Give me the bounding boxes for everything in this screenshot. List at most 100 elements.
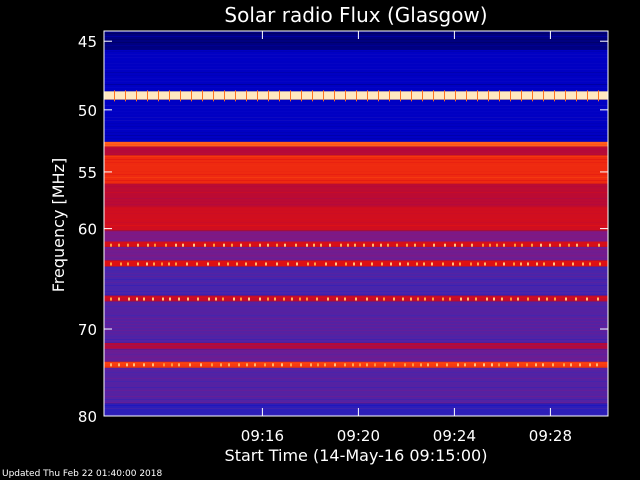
channel-streak <box>104 60 608 61</box>
bright-line-spike <box>422 90 423 102</box>
interference-dash <box>264 363 266 367</box>
interference-dash <box>340 243 342 247</box>
bright-line-spike <box>290 90 291 102</box>
bright-line-spike <box>576 90 577 102</box>
channel-streak <box>104 327 608 328</box>
interference-dash <box>272 363 274 367</box>
interference-dash <box>431 262 433 266</box>
interference-dash <box>459 262 461 266</box>
interference-dash <box>452 262 454 266</box>
interference-dash <box>133 363 135 367</box>
interference-dash <box>427 363 429 367</box>
channel-streak <box>104 153 608 154</box>
interference-dash <box>589 262 591 266</box>
channel-streak <box>104 288 608 289</box>
bright-line-spike <box>554 90 555 102</box>
interference-dash <box>228 363 230 367</box>
bright-line-spike <box>400 90 401 102</box>
interference-dash <box>387 243 389 247</box>
channel-streak <box>104 321 608 322</box>
interference-dash <box>353 262 355 266</box>
channel-streak <box>104 249 608 250</box>
chart-title: Solar radio Flux (Glasgow) <box>224 3 487 27</box>
channel-streak <box>104 45 608 46</box>
channel-streak <box>104 363 608 364</box>
interference-dash <box>120 262 122 266</box>
interference-dash <box>546 297 548 301</box>
interference-dash <box>423 243 425 247</box>
interference-dash <box>136 297 138 301</box>
interference-dash <box>436 363 438 367</box>
interference-dash <box>506 363 508 367</box>
channel-streak <box>104 231 608 232</box>
interference-dash <box>531 243 533 247</box>
channel-streak <box>104 144 608 145</box>
interference-dash <box>276 262 278 266</box>
interference-dash <box>334 363 336 367</box>
channel-streak <box>104 63 608 64</box>
channel-streak <box>104 159 608 160</box>
interference-dash <box>538 297 540 301</box>
channel-streak <box>104 366 608 367</box>
frequency-band <box>104 342 608 350</box>
bright-line-spike <box>180 90 181 102</box>
interference-dash <box>162 297 164 301</box>
channel-streak <box>104 210 608 211</box>
channel-streak <box>104 123 608 124</box>
interference-dash <box>491 363 493 367</box>
x-tick-label: 09:28 <box>529 427 572 445</box>
channel-streak <box>104 267 608 268</box>
interference-dash <box>412 363 414 367</box>
bright-line-spike <box>455 90 456 102</box>
interference-dash <box>171 363 173 367</box>
channel-streak <box>104 132 608 133</box>
bright-line-spike <box>345 90 346 102</box>
channel-streak <box>104 228 608 229</box>
interference-dash <box>175 243 177 247</box>
interference-dash <box>562 262 564 266</box>
channel-streak <box>104 375 608 376</box>
channel-streak <box>104 81 608 82</box>
interference-dash <box>470 262 472 266</box>
interference-dash <box>576 243 578 247</box>
interference-dash <box>526 363 528 367</box>
bright-line-spike <box>532 90 533 102</box>
channel-streak <box>104 213 608 214</box>
channel-streak <box>104 84 608 85</box>
interference-dash <box>570 363 572 367</box>
bright-line-spike <box>158 90 159 102</box>
interference-dash <box>249 243 251 247</box>
channel-streak <box>104 156 608 157</box>
interference-dash <box>503 262 505 266</box>
bright-line-spike <box>224 90 225 102</box>
channel-streak <box>104 168 608 169</box>
interference-dash <box>552 363 554 367</box>
channel-streak <box>104 69 608 70</box>
interference-dash <box>563 363 565 367</box>
interference-dash <box>178 363 180 367</box>
interference-dash <box>568 243 570 247</box>
interference-dash <box>396 243 398 247</box>
interference-dash <box>110 243 112 247</box>
interference-dash <box>154 243 156 247</box>
bright-line-spike <box>389 90 390 102</box>
channel-streak <box>104 108 608 109</box>
channel-streak <box>104 126 608 127</box>
interference-dash <box>366 363 368 367</box>
channel-streak <box>104 75 608 76</box>
channel-streak <box>104 273 608 274</box>
interference-dash <box>477 262 479 266</box>
channel-streak <box>104 201 608 202</box>
interference-dash <box>460 297 462 301</box>
channel-streak <box>104 330 608 331</box>
channel-streak <box>104 378 608 379</box>
plot-frame <box>103 30 609 417</box>
bright-line-spike <box>334 90 335 102</box>
bright-line-spike <box>191 90 192 102</box>
channel-streak <box>104 186 608 187</box>
channel-streak <box>104 276 608 277</box>
channel-streak <box>104 285 608 286</box>
interference-dash <box>489 243 491 247</box>
channel-streak <box>104 36 608 37</box>
bright-line-spike <box>521 90 522 102</box>
